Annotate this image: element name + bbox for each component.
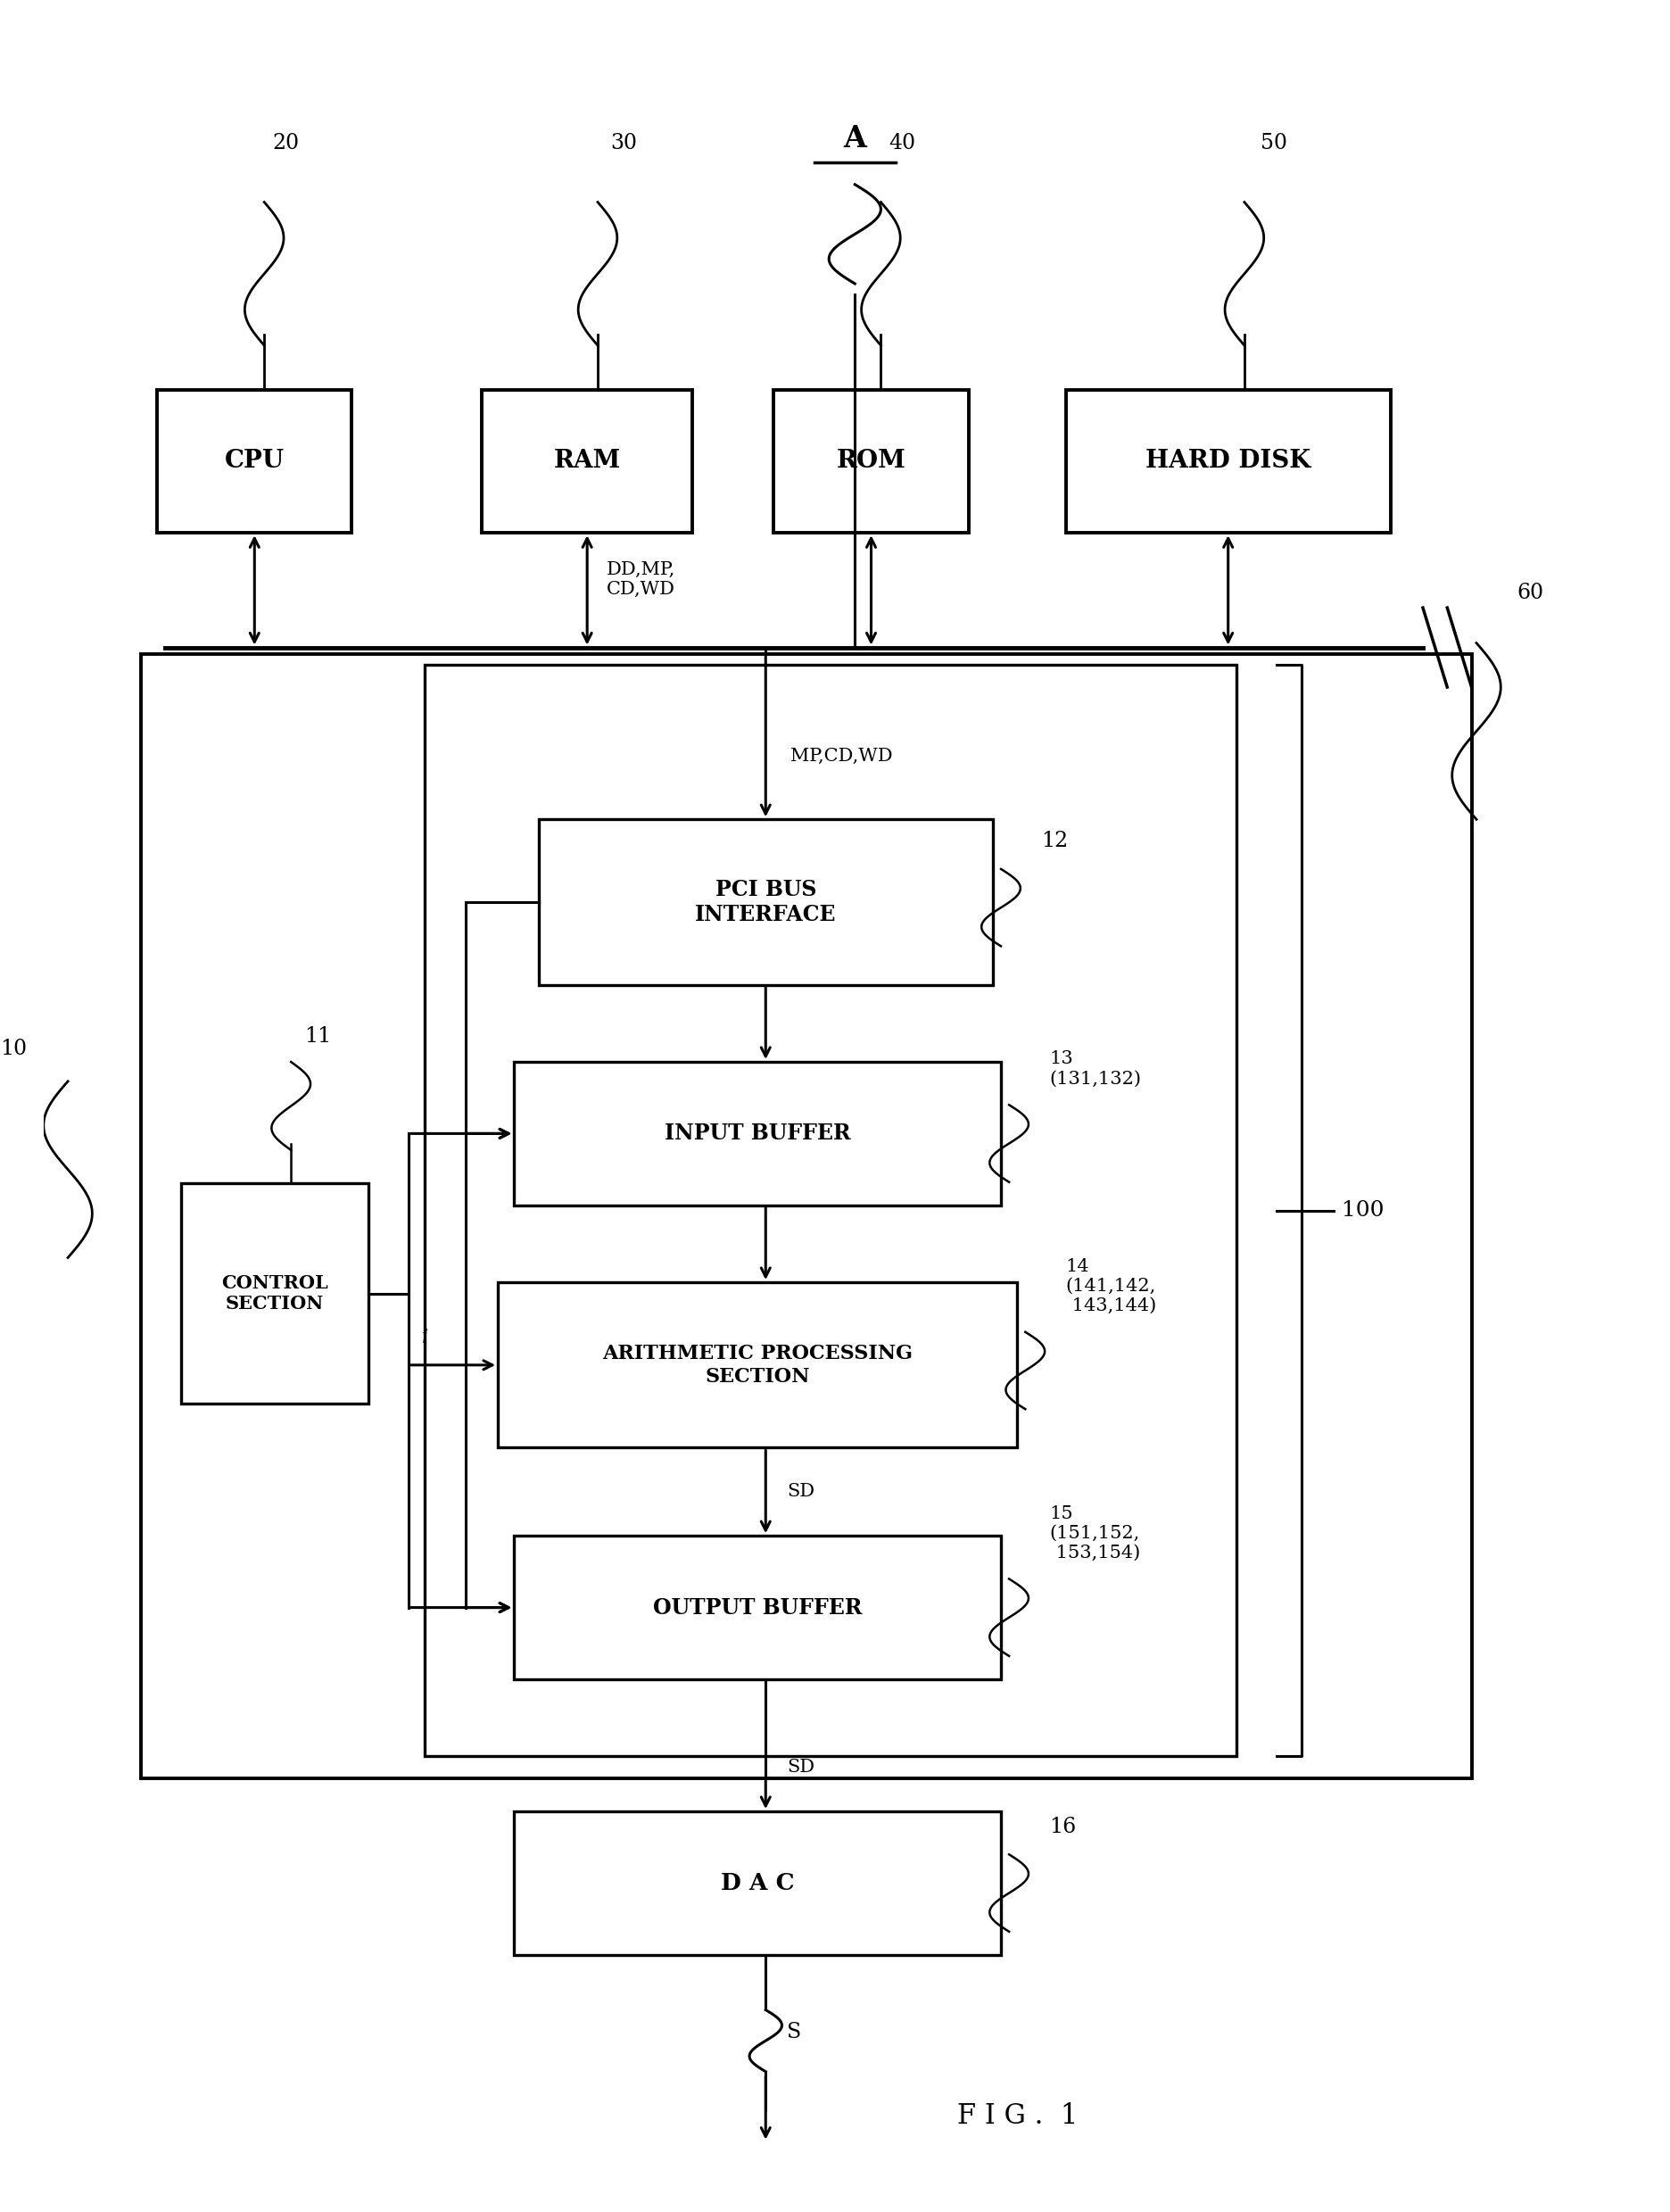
FancyBboxPatch shape bbox=[481, 389, 693, 533]
Text: 30: 30 bbox=[611, 133, 638, 153]
FancyBboxPatch shape bbox=[157, 389, 352, 533]
FancyBboxPatch shape bbox=[514, 1535, 1000, 1679]
FancyBboxPatch shape bbox=[514, 1812, 1000, 1955]
Text: F I G .  1: F I G . 1 bbox=[957, 2101, 1077, 2130]
Text: 100: 100 bbox=[1341, 1201, 1384, 1221]
Text: i: i bbox=[421, 1327, 428, 1347]
Text: RAM: RAM bbox=[553, 449, 621, 473]
Text: 14
(141,142,
 143,144): 14 (141,142, 143,144) bbox=[1065, 1259, 1156, 1314]
Text: 40: 40 bbox=[888, 133, 915, 153]
Text: ARITHMETIC PROCESSING
SECTION: ARITHMETIC PROCESSING SECTION bbox=[603, 1345, 913, 1387]
FancyBboxPatch shape bbox=[182, 1183, 367, 1405]
Text: 11: 11 bbox=[304, 1026, 331, 1046]
Text: 60: 60 bbox=[1516, 582, 1543, 604]
Text: DD,MP,
CD,WD: DD,MP, CD,WD bbox=[606, 562, 676, 597]
Text: CONTROL
SECTION: CONTROL SECTION bbox=[222, 1274, 329, 1312]
Text: 12: 12 bbox=[1042, 832, 1069, 852]
FancyBboxPatch shape bbox=[514, 1062, 1000, 1206]
FancyBboxPatch shape bbox=[424, 666, 1236, 1756]
Text: CPU: CPU bbox=[224, 449, 284, 473]
Text: 13
(131,132): 13 (131,132) bbox=[1050, 1051, 1142, 1088]
FancyBboxPatch shape bbox=[498, 1283, 1017, 1447]
FancyBboxPatch shape bbox=[1065, 389, 1391, 533]
Text: S: S bbox=[787, 2022, 802, 2042]
Text: 16: 16 bbox=[1050, 1816, 1077, 1836]
Text: D A C: D A C bbox=[721, 1871, 795, 1893]
Text: ROM: ROM bbox=[837, 449, 905, 473]
Text: A: A bbox=[843, 124, 867, 153]
Text: 10: 10 bbox=[0, 1040, 27, 1060]
Text: MP,CD,WD: MP,CD,WD bbox=[790, 748, 892, 765]
Text: PCI BUS
INTERFACE: PCI BUS INTERFACE bbox=[695, 878, 837, 925]
Text: OUTPUT BUFFER: OUTPUT BUFFER bbox=[653, 1597, 862, 1619]
Text: SD: SD bbox=[787, 1759, 815, 1776]
Text: 15
(151,152,
 153,154): 15 (151,152, 153,154) bbox=[1050, 1504, 1141, 1562]
FancyBboxPatch shape bbox=[538, 818, 994, 984]
Text: 20: 20 bbox=[272, 133, 299, 153]
FancyBboxPatch shape bbox=[773, 389, 969, 533]
Text: SD: SD bbox=[787, 1484, 815, 1500]
Text: HARD DISK: HARD DISK bbox=[1146, 449, 1311, 473]
Text: 50: 50 bbox=[1261, 133, 1288, 153]
FancyBboxPatch shape bbox=[140, 655, 1471, 1778]
Text: INPUT BUFFER: INPUT BUFFER bbox=[665, 1124, 850, 1144]
